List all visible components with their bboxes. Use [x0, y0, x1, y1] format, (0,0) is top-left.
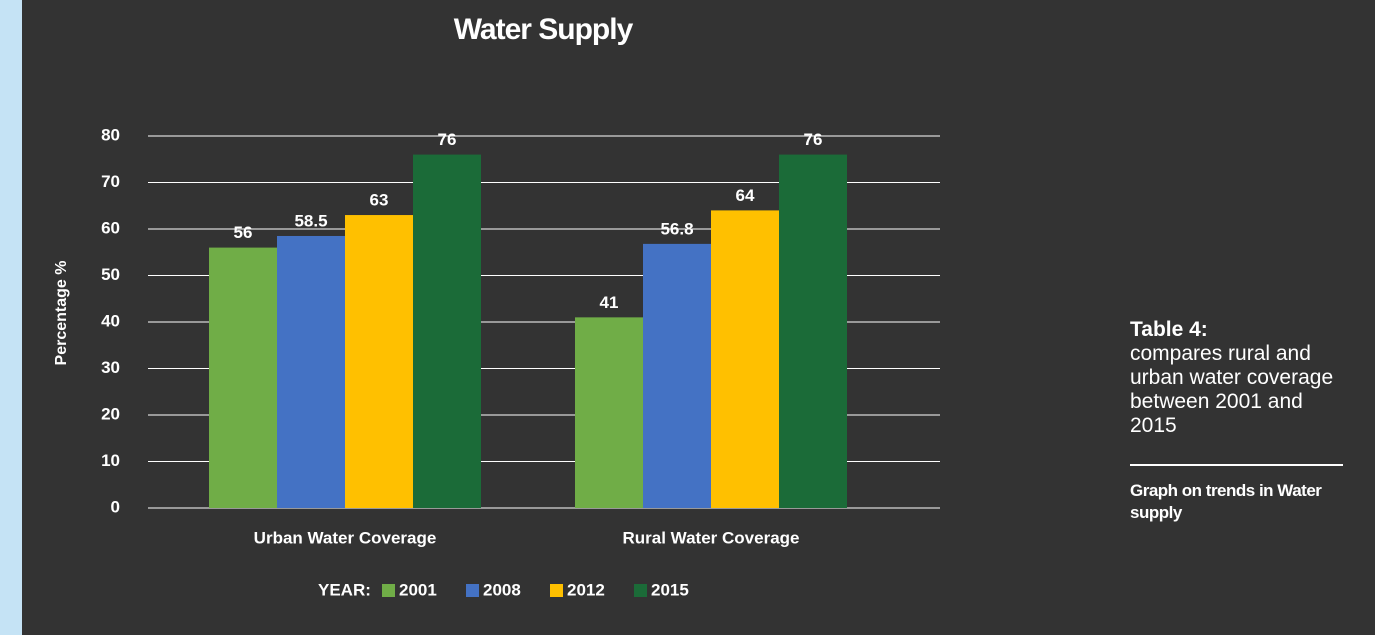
bar: [575, 317, 643, 508]
bar: [643, 243, 711, 508]
y-axis-label: Percentage %: [53, 261, 70, 366]
bar: [277, 235, 345, 508]
data-label: 56: [234, 223, 253, 242]
legend-swatch: [634, 584, 647, 597]
bar: [413, 154, 481, 508]
y-tick-label: 0: [111, 497, 120, 516]
note-text: compares rural and urban water coverage …: [1130, 342, 1334, 437]
y-tick-label: 30: [101, 358, 120, 377]
legend-title: YEAR:: [318, 580, 371, 599]
data-label: 64: [736, 186, 755, 205]
y-tick-label: 50: [101, 265, 120, 284]
divider: [1130, 464, 1343, 466]
y-tick-label: 80: [101, 125, 120, 144]
y-tick-label: 40: [101, 311, 120, 330]
y-tick-label: 10: [101, 451, 120, 470]
chart: Water Supply Percentage % 0 10 20 30 40 50 60 7…: [53, 13, 940, 599]
data-label: 56.8: [660, 219, 693, 238]
side-strip: [0, 0, 22, 635]
legend-label: 2012: [567, 580, 605, 599]
x-tick-label: Rural Water Coverage: [623, 528, 800, 547]
legend-label: 2001: [399, 580, 437, 599]
legend-swatch: [550, 584, 563, 597]
bar: [345, 215, 413, 509]
legend-label: 2015: [651, 580, 689, 599]
data-label: 58.5: [294, 211, 327, 230]
side-note: Table 4: compares rural and urban water …: [1130, 318, 1345, 524]
legend-label: 2008: [483, 580, 521, 599]
bar: [779, 154, 847, 508]
legend-swatch: [466, 584, 479, 597]
y-tick-label: 60: [101, 218, 120, 237]
data-label: 63: [370, 191, 389, 210]
data-label: 76: [804, 130, 823, 149]
x-tick-label: Urban Water Coverage: [254, 528, 437, 547]
note-caption: Graph on trends in Water supply: [1130, 481, 1322, 522]
legend-swatch: [382, 584, 395, 597]
bar: [711, 210, 779, 508]
data-label: 41: [600, 293, 619, 312]
chart-title: Water Supply: [454, 13, 634, 46]
bar: [209, 247, 277, 508]
data-label: 76: [438, 130, 457, 149]
y-tick-label: 20: [101, 404, 120, 423]
note-heading: Table 4:: [1130, 318, 1208, 341]
y-tick-label: 70: [101, 172, 120, 191]
